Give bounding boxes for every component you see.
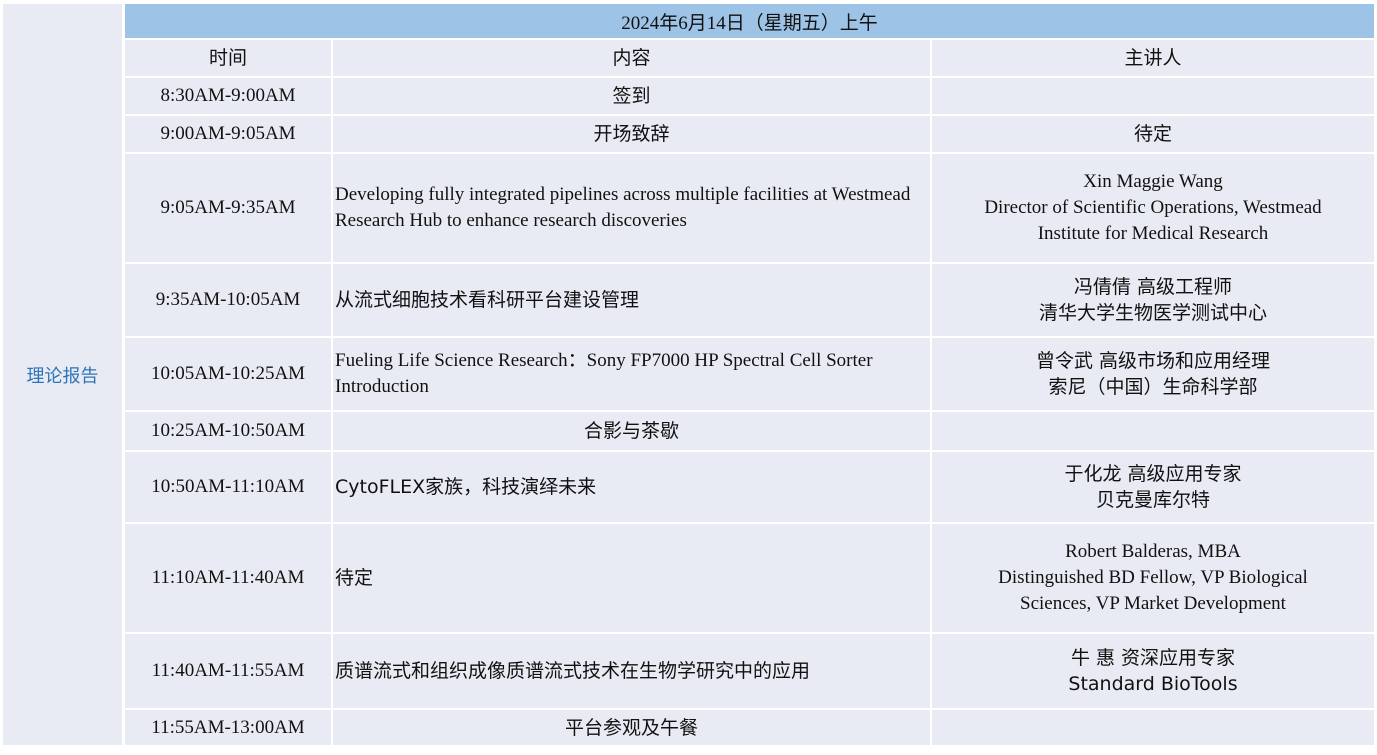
row-time-cell: 9:05AM-9:35AM [125,154,331,262]
row-speaker-cell: 待定 [932,116,1374,152]
row-time-cell: 11:55AM-13:00AM [125,710,331,745]
row-speaker-cell: 冯倩倩 高级工程师 清华大学生物医学测试中心 [932,264,1374,336]
column-header-content: 内容 [333,40,930,76]
row-time-cell: 11:10AM-11:40AM [125,524,331,632]
row-speaker-cell [932,78,1374,114]
row-speaker-cell [932,412,1374,450]
section-label: 理论报告 [26,365,99,387]
column-header-time: 时间 [125,40,331,76]
row-time-cell: 9:35AM-10:05AM [125,264,331,336]
row-content-cell: 质谱流式和组织成像质谱流式技术在生物学研究中的应用 [333,634,930,708]
row-content-cell: 开场致辞 [333,116,930,152]
row-content-cell: Fueling Life Science Research：Sony FP700… [333,338,930,410]
section-label-cell: 理论报告 [3,4,122,745]
row-content-cell: 待定 [333,524,930,632]
row-time-cell: 10:05AM-10:25AM [125,338,331,410]
row-time-cell: 11:40AM-11:55AM [125,634,331,708]
row-time-cell: 8:30AM-9:00AM [125,78,331,114]
schedule-table: 时间 内容 主讲人 8:30AM-9:00AM 签到 9:00AM-9:05AM 开场… [125,40,1374,745]
row-time-cell: 10:50AM-11:10AM [125,452,331,522]
row-time-cell: 9:00AM-9:05AM [125,116,331,152]
row-content-cell: CytoFLEX家族，科技演绎未来 [333,452,930,522]
row-speaker-cell: 于化龙 高级应用专家 贝克曼库尔特 [932,452,1374,522]
row-speaker-cell: 牛 惠 资深应用专家 Standard BioTools [932,634,1374,708]
column-header-speaker: 主讲人 [932,40,1374,76]
row-content-cell: 平台参观及午餐 [333,710,930,745]
row-speaker-cell: Robert Balderas, MBA Distinguished BD Fe… [932,524,1374,632]
schedule-title: 2024年6月14日（星期五）上午 [125,4,1374,38]
row-content-cell: Developing fully integrated pipelines ac… [333,154,930,262]
row-time-cell: 10:25AM-10:50AM [125,412,331,450]
row-content-cell: 从流式细胞技术看科研平台建设管理 [333,264,930,336]
row-speaker-cell [932,710,1374,745]
row-speaker-cell: Xin Maggie Wang Director of Scientific O… [932,154,1374,262]
row-speaker-cell: 曾令武 高级市场和应用经理 索尼（中国）生命科学部 [932,338,1374,410]
row-content-cell: 合影与茶歇 [333,412,930,450]
row-content-cell: 签到 [333,78,930,114]
